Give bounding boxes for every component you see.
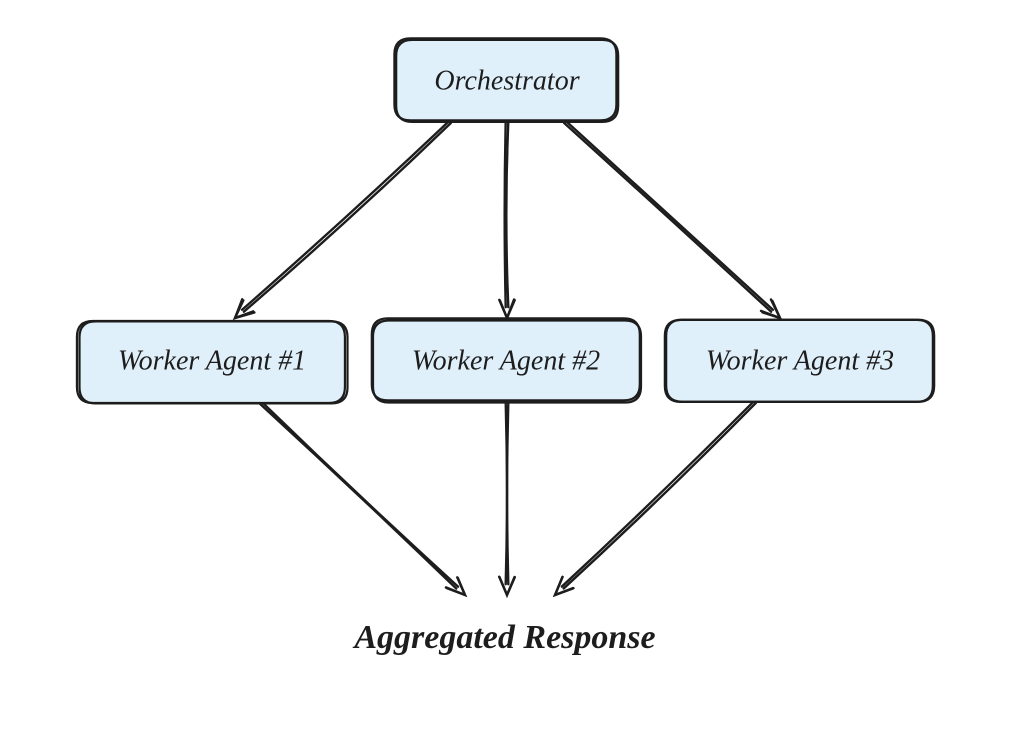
node-label-worker3: Worker Agent #3 [706,345,894,376]
edge-orchestrator-to-worker3 [564,123,771,312]
edge-worker1-to-aggregated [259,403,456,589]
diagram-canvas: Orchestrator Worker Agent #1 Worker Agent … [0,0,1011,729]
edge-worker3-to-aggregated [564,403,756,589]
edge-orchestrator-to-worker2 [505,122,506,307]
edge-worker1-to-aggregated [261,401,458,587]
node-label-worker1: Worker Agent #1 [118,345,306,376]
edge-orchestrator-to-worker2 [506,122,508,307]
edge-orchestrator-to-worker3 [566,121,773,310]
edge-orchestrator-to-worker1 [244,123,451,312]
node-label-worker2: Worker Agent #2 [412,345,600,376]
edge-orchestrator-to-worker1 [242,121,449,310]
edge-worker2-to-aggregated [506,402,507,584]
node-label-orchestrator: Orchestrator [434,65,579,96]
edge-worker3-to-aggregated [562,401,754,587]
output-label: Aggregated Response [352,619,655,656]
